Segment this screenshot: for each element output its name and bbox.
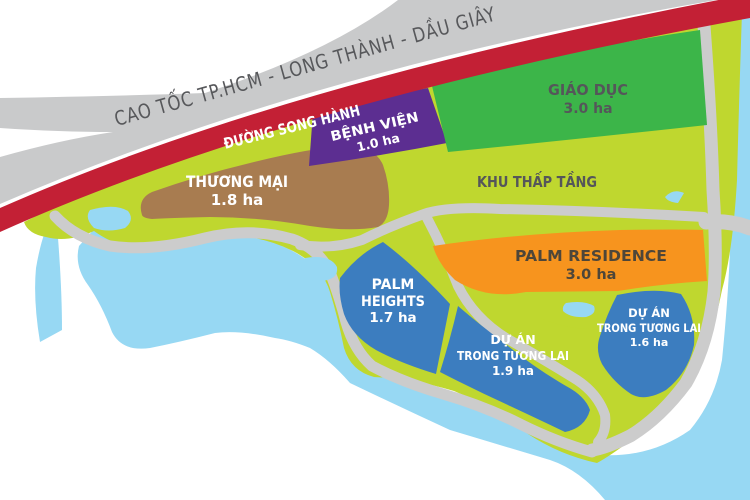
label-khu-thap-tang: KHU THẤP TẦNG: [477, 170, 597, 191]
pond-center: [301, 257, 338, 281]
label-giao-duc: GIÁO DỤC 3.0 ha: [548, 80, 628, 117]
svg-text:GIÁO DỤC: GIÁO DỤC: [548, 80, 628, 99]
svg-text:PALM: PALM: [372, 277, 415, 293]
water-lake-arm: [35, 232, 62, 342]
label-du-an-19: DỰ ÁN TRONG TƯƠNG LAI 1.9 ha: [457, 332, 569, 378]
svg-text:1.8 ha: 1.8 ha: [211, 191, 264, 209]
zone-palm-heights: [339, 242, 450, 374]
road-coastal: [49, 210, 598, 458]
svg-text:DỰ ÁN: DỰ ÁN: [628, 305, 670, 320]
svg-text:1.7 ha: 1.7 ha: [369, 310, 416, 326]
water-sea-and-lake: [77, 10, 750, 500]
svg-text:HEIGHTS: HEIGHTS: [361, 294, 425, 310]
parallel-road-band: [0, 0, 750, 232]
zone-thuong-mai: [140, 146, 390, 230]
road-middle: [295, 203, 709, 252]
road-east-stub: [698, 214, 750, 236]
svg-text:3.0 ha: 3.0 ha: [566, 267, 617, 283]
svg-text:THƯƠNG MẠI: THƯƠNG MẠI: [186, 172, 288, 191]
highway-band: [0, 0, 716, 204]
pond-west: [87, 206, 131, 231]
svg-text:1.6 ha: 1.6 ha: [630, 336, 669, 349]
label-thuong-mai: THƯƠNG MẠI 1.8 ha: [186, 172, 288, 209]
highway-fork-notch: [0, 128, 113, 157]
label-palm-residence: PALM RESIDENCE 3.0 ha: [515, 247, 667, 283]
label-du-an-16: DỰ ÁN TRONG TƯƠNG LAI 1.6 ha: [597, 305, 701, 349]
zone-du-an-19: [440, 306, 590, 432]
zone-palm-residence: [433, 229, 707, 295]
road-ring-east: [585, 19, 722, 457]
label-palm-heights: PALM HEIGHTS 1.7 ha: [361, 277, 425, 326]
pond-patch: [562, 302, 595, 318]
svg-text:1.9 ha: 1.9 ha: [492, 364, 534, 378]
zone-giao-duc: [432, 30, 707, 152]
svg-text:TRONG TƯƠNG LAI: TRONG TƯƠNG LAI: [457, 348, 569, 363]
zone-du-an-16: [597, 290, 695, 398]
svg-text:TRONG TƯƠNG LAI: TRONG TƯƠNG LAI: [597, 321, 701, 335]
svg-text:DỰ ÁN: DỰ ÁN: [490, 332, 535, 347]
pond-tiny: [665, 191, 684, 203]
svg-text:PALM RESIDENCE: PALM RESIDENCE: [515, 247, 667, 265]
svg-text:3.0 ha: 3.0 ha: [563, 101, 612, 117]
